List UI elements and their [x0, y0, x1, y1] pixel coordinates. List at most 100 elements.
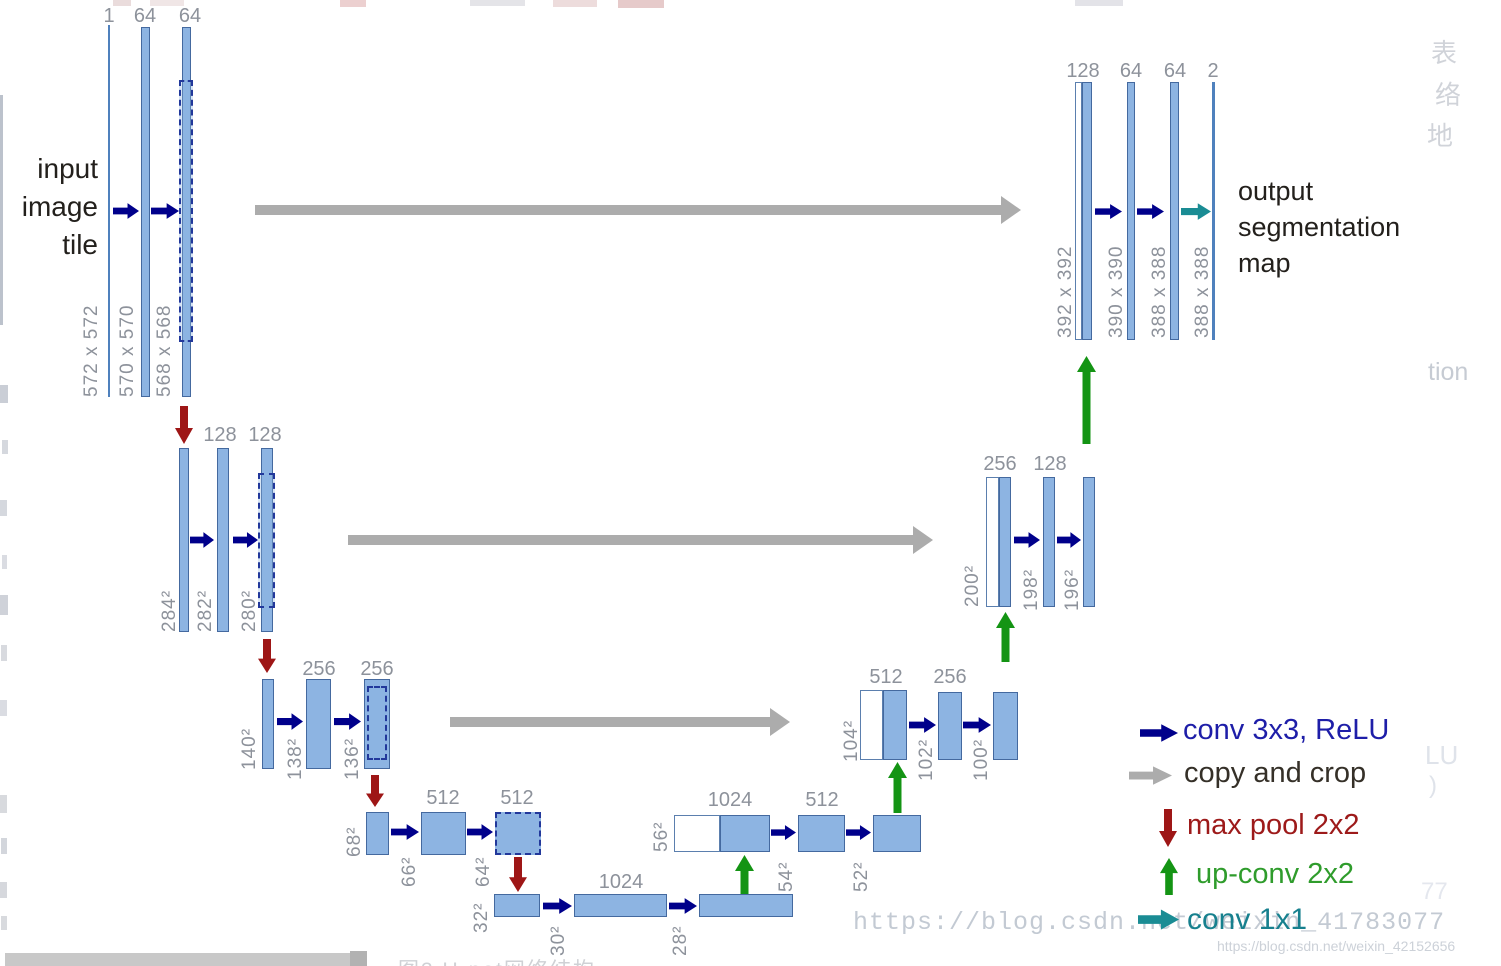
copy-arrow-icon: [1129, 766, 1172, 785]
screen-artifact: [1, 838, 7, 854]
conv-arrow-icon: [151, 203, 179, 219]
conv-arrow-icon: [909, 717, 936, 733]
size-label: 572 x 572: [81, 304, 102, 397]
feature-map-line: [1212, 82, 1215, 340]
upconv-arrow-icon: [1077, 356, 1096, 444]
size-label: 390 x 390: [1106, 245, 1127, 338]
size-label: 30²: [548, 925, 569, 956]
channel-label: 128: [203, 424, 237, 446]
size-label: 104²: [841, 719, 862, 762]
channel-label: 64: [1163, 60, 1187, 82]
maxpool-arrow-icon: [258, 639, 276, 673]
feature-map-box: [1082, 82, 1092, 340]
screen-artifact: [618, 0, 664, 8]
channel-label: 512: [426, 787, 460, 809]
screen-artifact: [0, 95, 3, 325]
maxpool-arrow-icon: [366, 775, 384, 807]
channel-label: 256: [933, 666, 967, 688]
size-label: 100²: [971, 738, 992, 781]
conv-arrow-icon: [190, 532, 214, 548]
size-label: 388 x 388: [1149, 245, 1170, 338]
size-label: 282²: [195, 589, 216, 632]
screen-artifact: [0, 595, 8, 615]
screen-artifact: [2, 440, 8, 454]
copied-feature-dashed-box: [179, 80, 193, 342]
feature-map-box: [421, 812, 466, 855]
channel-label: 512: [805, 789, 839, 811]
feature-map-outline: [860, 690, 883, 760]
watermark-char-1: 表: [1431, 38, 1458, 68]
screen-artifact: [1, 645, 7, 661]
conv-arrow-icon: [391, 824, 419, 840]
channel-label: 128: [248, 424, 282, 446]
screen-artifact: [0, 500, 7, 516]
watermark-ghost-77: 77: [1421, 878, 1448, 905]
copy-arrow-icon: [450, 708, 790, 736]
feature-map-box: [574, 894, 667, 917]
size-label: 392 x 392: [1055, 245, 1076, 338]
screen-artifact: [470, 0, 525, 6]
legend-label-copy: copy and crop: [1184, 757, 1367, 789]
size-label: 32²: [471, 902, 492, 933]
channel-label: 256: [302, 658, 336, 680]
feature-map-box: [261, 448, 273, 632]
size-label: 68²: [344, 826, 365, 857]
conv-arrow-icon: [771, 825, 796, 840]
channel-label: 2: [1207, 60, 1219, 82]
screen-artifact: [113, 0, 131, 6]
screen-artifact: [1, 916, 7, 930]
size-label: 28²: [670, 925, 691, 956]
conv-arrow-icon: [963, 717, 991, 733]
feature-map-box: [883, 690, 907, 760]
feature-map-box: [999, 477, 1011, 607]
channel-label: 1: [103, 5, 115, 27]
conv-arrow-icon: [669, 898, 697, 914]
feature-map-box: [699, 894, 793, 917]
watermark-bottom-right: https://blog.csdn.net/weixin_42152656: [1217, 938, 1456, 954]
conv-arrow-icon: [846, 825, 871, 840]
channel-label: 512: [500, 787, 534, 809]
feature-map-box: [1043, 477, 1055, 607]
conv-arrow-icon: [113, 203, 139, 219]
conv-arrow-icon: [1137, 204, 1164, 219]
copy-arrow-icon: [255, 196, 1021, 224]
bottom-caption-clip: 图3 U-net网络结构: [398, 954, 648, 966]
size-label: 64²: [473, 856, 494, 887]
screen-artifact: [0, 385, 8, 403]
conv-arrow-icon: [334, 713, 361, 730]
feature-map-box: [182, 27, 191, 397]
upconv-arrow-icon: [888, 762, 907, 813]
channel-label: 64: [178, 5, 202, 27]
watermark-char-3: 地: [1427, 121, 1454, 151]
feature-map-box: [993, 692, 1018, 760]
input-label: input image tile: [21, 153, 98, 260]
size-label: 136²: [342, 737, 363, 780]
channel-label: 128: [1066, 60, 1100, 82]
size-label: 66²: [399, 856, 420, 887]
channel-label: 256: [983, 453, 1017, 475]
screen-artifact: [1075, 0, 1123, 6]
upconv-arrow-icon: [735, 855, 754, 894]
watermark-char-2: 络: [1435, 80, 1462, 110]
conv-arrow-icon: [1140, 724, 1178, 742]
size-label: 570 x 570: [117, 304, 138, 397]
bottom-caption: 图3 U-net网络结构: [398, 959, 596, 966]
size-label: 102²: [916, 738, 937, 781]
size-label: 138²: [285, 737, 306, 780]
conv-arrow-icon: [1014, 532, 1040, 548]
size-label: 56²: [651, 821, 672, 852]
watermark-ghost-lu: LU: [1425, 740, 1459, 770]
upconv-arrow-icon: [1160, 858, 1178, 895]
legend-label-maxpool: max pool 2x2: [1187, 809, 1360, 841]
feature-map-box: [179, 448, 189, 632]
feature-map-box: [366, 812, 389, 855]
feature-map-line: [108, 25, 110, 397]
size-label: 140²: [239, 727, 260, 770]
size-label: 52²: [851, 861, 872, 892]
copied-feature-dashed-box: [367, 686, 387, 760]
channel-label: 1024: [598, 871, 644, 893]
size-label: 280²: [239, 589, 260, 632]
channel-label: 256: [360, 658, 394, 680]
feature-map-box: [873, 815, 921, 852]
